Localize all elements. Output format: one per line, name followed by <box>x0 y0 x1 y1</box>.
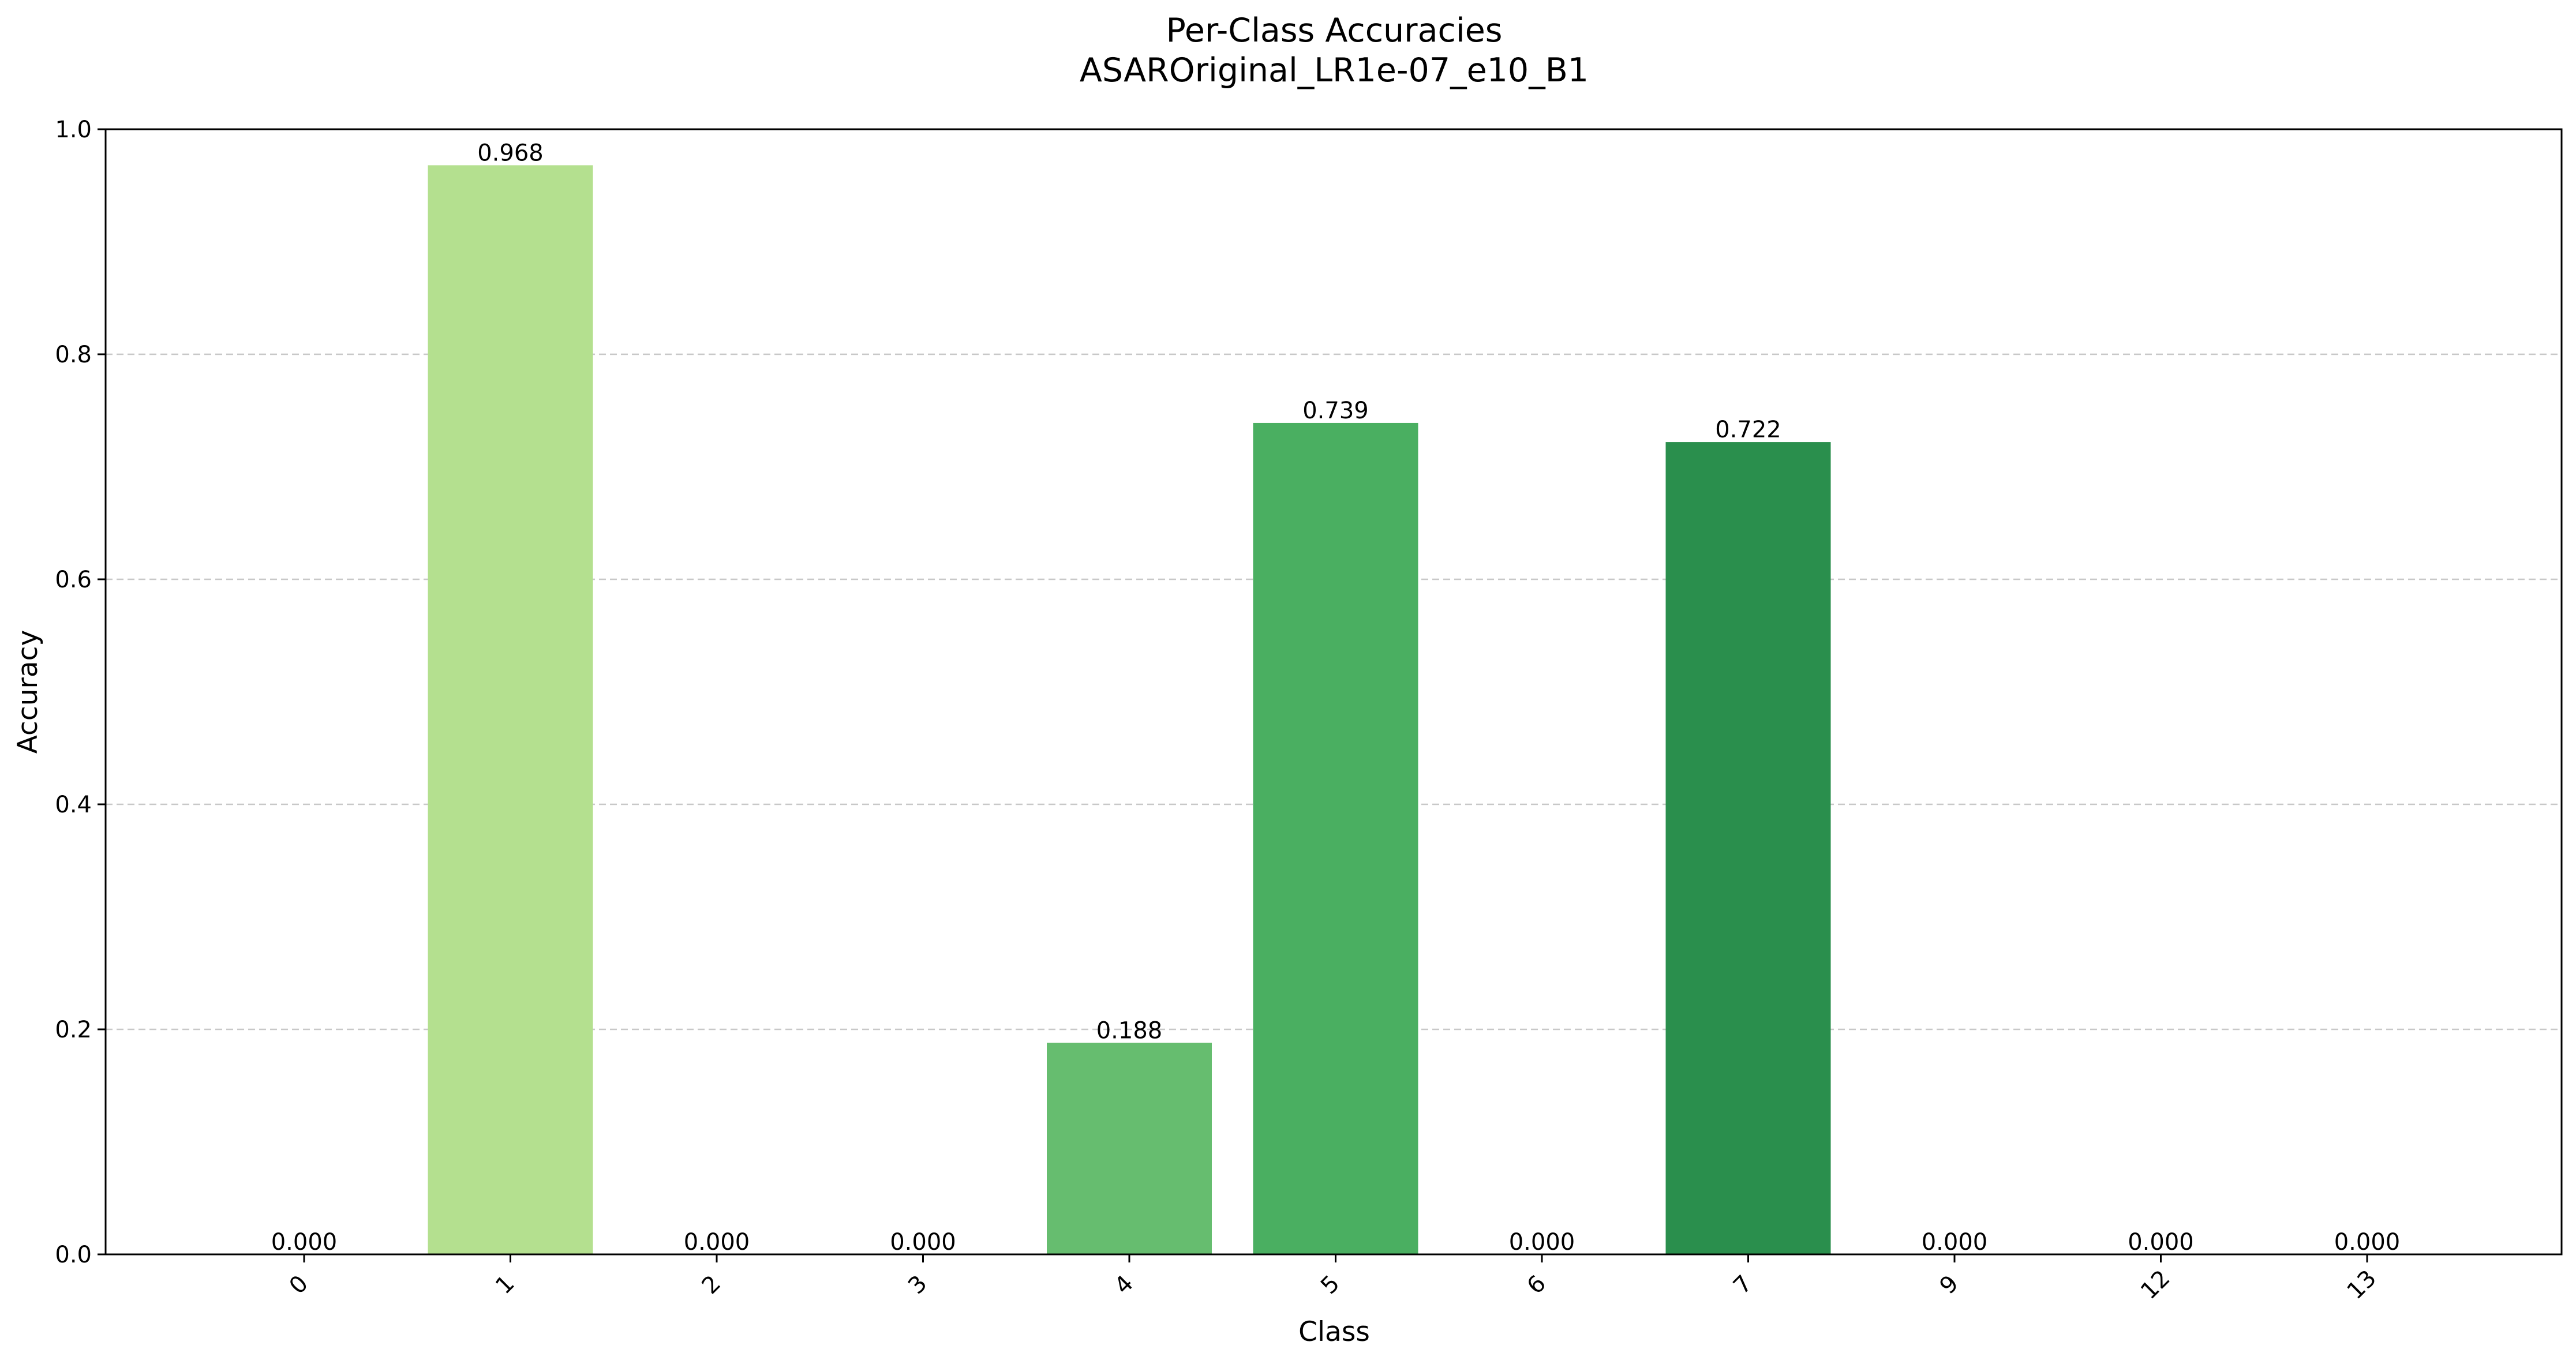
bar-value-label: 0.188 <box>1096 1017 1163 1044</box>
y-tick-label: 0.0 <box>55 1242 92 1268</box>
bar-value-label: 0.000 <box>1509 1229 1575 1256</box>
x-tick-label: 2 <box>697 1271 727 1300</box>
bar-class-1 <box>428 165 593 1254</box>
bar-value-label: 0.000 <box>2334 1229 2401 1256</box>
bar-class-7 <box>1665 442 1831 1254</box>
chart-subtitle: ASAROriginal_LR1e-07_e10_B1 <box>1080 51 1589 89</box>
x-axis-ticks: 0 1 2 3 4 5 6 7 9 12 13 <box>284 1254 2382 1305</box>
x-tick-label: 6 <box>1522 1271 1552 1300</box>
y-tick-label: 0.2 <box>55 1017 92 1043</box>
y-tick-label: 0.6 <box>55 567 92 593</box>
x-axis-label: Class <box>1298 1316 1370 1348</box>
y-tick-label: 0.8 <box>55 342 92 368</box>
y-tick-label: 0.4 <box>55 792 92 818</box>
bar-class-4 <box>1047 1043 1212 1254</box>
y-tick-label: 1.0 <box>55 117 92 143</box>
bar-value-label: 0.000 <box>890 1229 956 1256</box>
bar-class-5 <box>1253 422 1418 1255</box>
bar-value-label: 0.000 <box>1922 1229 1988 1256</box>
x-tick-label: 5 <box>1316 1271 1345 1300</box>
x-tick-label: 7 <box>1728 1271 1758 1300</box>
plot-frame <box>104 128 2563 1256</box>
y-axis-ticks: 0.0 0.2 0.4 0.6 0.8 1.0 <box>55 117 106 1268</box>
x-tick-label: 4 <box>1110 1271 1139 1300</box>
x-tick-label: 13 <box>2342 1265 2382 1305</box>
bar-value-label: 0.739 <box>1302 398 1369 424</box>
bar-value-labels: 0.000 0.968 0.000 0.000 0.188 0.739 0.000 0.722… <box>271 140 2401 1256</box>
x-tick-label: 3 <box>903 1271 933 1300</box>
bar-value-label: 0.968 <box>477 140 544 166</box>
x-tick-label: 9 <box>1935 1271 1964 1300</box>
bar-value-label: 0.000 <box>271 1229 338 1256</box>
bar-value-label: 0.000 <box>2128 1229 2194 1256</box>
bar-value-label: 0.000 <box>684 1229 750 1256</box>
x-tick-label: 0 <box>284 1271 314 1300</box>
y-axis-label: Accuracy <box>12 630 44 754</box>
bar-value-label: 0.722 <box>1715 417 1781 443</box>
chart-title: Per-Class Accuracies <box>1166 12 1503 50</box>
bars <box>428 165 1831 1255</box>
x-tick-label: 1 <box>491 1271 520 1300</box>
x-tick-label: 12 <box>2136 1265 2176 1305</box>
